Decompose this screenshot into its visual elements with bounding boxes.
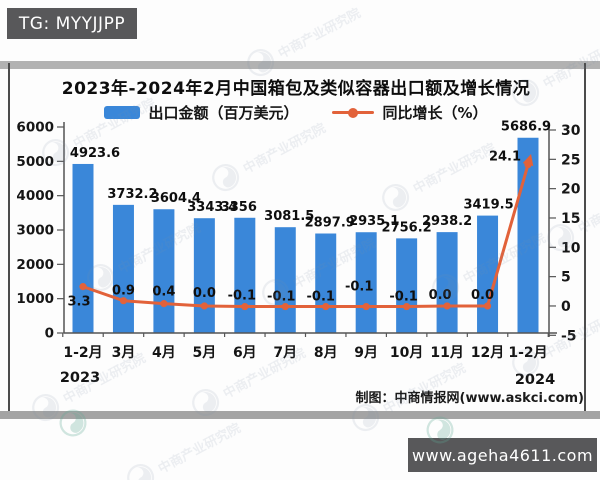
svg-text:6月: 6月 <box>233 345 257 361</box>
growth-point-12月 <box>483 302 492 310</box>
bar-12月 <box>477 215 499 333</box>
svg-text:11月: 11月 <box>430 345 463 361</box>
svg-text:-0.1: -0.1 <box>267 290 295 305</box>
svg-text:20: 20 <box>561 182 581 198</box>
chart-source-caption: 制图：中商情报网(www.askci.com) <box>355 391 584 406</box>
svg-text:25: 25 <box>561 152 580 168</box>
chart-title: 2023年-2024年2月中国箱包及类似容器出口额及增长情况 <box>61 79 531 99</box>
svg-text:8月: 8月 <box>314 345 338 361</box>
growth-point-11月 <box>443 302 451 310</box>
svg-text:1-2月: 1-2月 <box>508 345 547 361</box>
svg-text:3343.4: 3343.4 <box>187 200 237 215</box>
svg-text:3419.5: 3419.5 <box>463 198 513 213</box>
svg-text:2938.2: 2938.2 <box>422 214 472 229</box>
legend-item-export-amount: 出口金额（百万美元） <box>104 102 298 123</box>
svg-text:7月: 7月 <box>273 345 297 361</box>
growth-point-8月 <box>322 302 330 311</box>
bottom-divider-band <box>0 411 600 419</box>
svg-text:10: 10 <box>561 240 581 256</box>
svg-text:12月: 12月 <box>471 345 504 361</box>
bar-7月 <box>274 227 296 333</box>
svg-text:4923.6: 4923.6 <box>70 146 120 161</box>
svg-text:15: 15 <box>561 211 580 227</box>
svg-text:6000: 6000 <box>16 120 54 136</box>
growth-point-5月 <box>200 302 208 310</box>
growth-point-10月 <box>403 302 411 311</box>
growth-point-9月 <box>362 302 370 311</box>
svg-text:3081.5: 3081.5 <box>264 209 314 224</box>
svg-text:0.4: 0.4 <box>152 285 175 300</box>
svg-text:3000: 3000 <box>16 223 54 239</box>
website-tag-overlay: www.ageha4611.com <box>408 438 597 472</box>
svg-text:3.3: 3.3 <box>67 295 90 310</box>
svg-text:-0.1: -0.1 <box>345 280 373 295</box>
bar-5月 <box>193 218 215 333</box>
bar-series-swatch-icon <box>104 106 141 119</box>
svg-text:5000: 5000 <box>16 154 54 170</box>
svg-text:1000: 1000 <box>16 291 54 307</box>
svg-text:2897.9: 2897.9 <box>305 216 355 231</box>
plot-area: 0 1000 2000 3000 4000 5000 6000 -5 0 5 10 15 20 25 30 1… <box>16 120 581 389</box>
legend-label-yoy-growth: 同比增长（%） <box>382 104 488 122</box>
svg-text:0.0: 0.0 <box>471 288 494 303</box>
svg-text:4000: 4000 <box>16 188 54 204</box>
bar-3月 <box>112 204 134 333</box>
growth-point-7月 <box>281 302 289 311</box>
svg-text:0.0: 0.0 <box>429 288 452 303</box>
svg-text:1-2月: 1-2月 <box>63 345 102 361</box>
svg-text:-0.1: -0.1 <box>389 290 417 305</box>
top-divider-band <box>0 61 600 69</box>
line-series-swatch-icon <box>332 106 375 119</box>
growth-point-6月 <box>241 302 249 311</box>
bar-10月 <box>396 238 418 333</box>
svg-text:5686.9: 5686.9 <box>501 120 551 135</box>
svg-text:-0.1: -0.1 <box>228 289 256 304</box>
svg-text:0.9: 0.9 <box>112 284 135 299</box>
svg-text:0.0: 0.0 <box>193 286 216 301</box>
svg-text:2000: 2000 <box>16 257 54 273</box>
svg-text:3732.2: 3732.2 <box>107 187 157 202</box>
svg-text:30: 30 <box>561 123 581 139</box>
telegram-tag-overlay: TG: MYYJJPP <box>7 8 137 39</box>
svg-text:2023: 2023 <box>60 370 100 386</box>
svg-text:0: 0 <box>45 326 54 342</box>
svg-text:10月: 10月 <box>390 345 423 361</box>
svg-text:5月: 5月 <box>192 345 216 361</box>
chart-frame <box>8 63 586 411</box>
growth-point-1-2月 <box>79 283 87 291</box>
svg-text:24.1: 24.1 <box>489 150 521 165</box>
svg-text:2024: 2024 <box>515 372 555 388</box>
bar-1-2月 <box>72 163 94 333</box>
legend-item-yoy-growth: 同比增长（%） <box>332 102 488 123</box>
growth-point-4月 <box>160 300 168 308</box>
svg-text:-5: -5 <box>561 328 577 344</box>
svg-text:3月: 3月 <box>112 345 136 361</box>
growth-point-3月 <box>119 297 128 305</box>
svg-text:3604.4: 3604.4 <box>151 191 201 206</box>
svg-text:3356: 3356 <box>221 200 257 215</box>
svg-text:4月: 4月 <box>152 345 176 361</box>
svg-text:0: 0 <box>561 299 571 315</box>
chart-legend: 出口金额（百万美元） 同比增长（%） <box>8 102 584 123</box>
bar-8月 <box>315 233 337 333</box>
svg-text:2756.2: 2756.2 <box>382 220 432 235</box>
legend-label-export-amount: 出口金额（百万美元） <box>148 104 299 122</box>
bar-6月 <box>234 217 256 333</box>
svg-text:2935.1: 2935.1 <box>349 214 399 229</box>
svg-text:9月: 9月 <box>354 345 378 361</box>
svg-text:-0.1: -0.1 <box>307 290 335 305</box>
watermark-logo: 中商产业研究院 <box>120 412 245 480</box>
bar-4月 <box>153 209 175 333</box>
bar-11月 <box>436 232 458 333</box>
svg-text:5: 5 <box>561 270 571 286</box>
